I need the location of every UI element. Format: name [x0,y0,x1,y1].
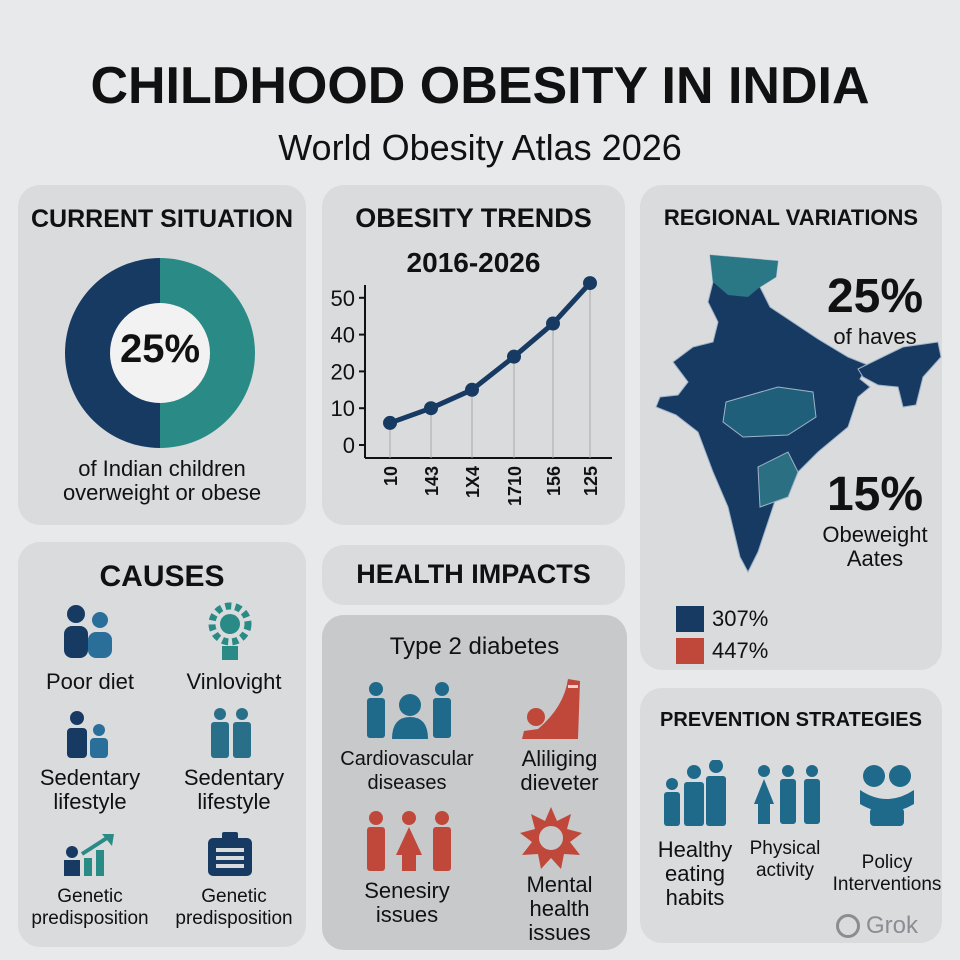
group-icon [754,765,820,824]
donut-hole [110,303,210,403]
legend-swatch-red [676,638,704,664]
cause-label: Genetic predisposition [175,886,293,929]
cause-label: Vinlovight [186,669,282,694]
regional-heading: REGIONAL VARIATIONS [663,205,919,230]
stat1-value: 25% [826,270,924,323]
prevention-card: PREVENTION STRATEGIES Healthy eating habit… [640,688,942,943]
stat2-label: Obeweight Aates [822,522,928,571]
prevention-label: Healthy eating habits [657,837,733,910]
family-icon [67,711,108,758]
cause-label: Poor diet [45,669,135,694]
trends-heading: OBESITY TRENDS [355,203,592,233]
legend-label: 307% [712,606,769,631]
cause-label: Genetic predisposition [31,886,149,929]
prevention-heading: PREVENTION STRATEGIES [660,709,922,731]
cause-label: Sedentary lifestyle [39,765,141,814]
clipboard-icon [208,832,252,876]
legend-swatch-navy [676,606,704,632]
gear-icon [208,602,252,660]
family-icon [664,760,726,826]
pair-icon [211,708,251,758]
current-situation-card: CURRENT SITUATION 25% of Indian children… [18,185,306,525]
stat2-value: 15% [826,468,924,521]
health-impacts-card: Type 2 diabetes Cardiovascular diseases A… [322,615,627,950]
trends-years: 2016-2026 [406,247,541,278]
support-icon [860,765,914,826]
current-caption: of Indian children overweight or obese [62,456,262,505]
regional-card: REGIONAL VARIATIONS 25% of haves 15% Obe… [640,185,942,670]
prevention-label: Physical activity [749,838,821,881]
people-icon [64,605,112,658]
page-title: CHILDHOOD OBESITY IN INDIA [90,57,870,115]
map-northeast [857,341,942,408]
page-subtitle: World Obesity Atlas 2026 [278,127,682,168]
india-map [655,254,942,574]
causes-card: CAUSES Poor diet Vinlovight Sedentary lif… [18,542,306,947]
cause-label: Sedentary lifestyle [183,765,285,814]
map-south-region [757,451,799,508]
group-icon [367,682,451,739]
donut-chart [65,258,255,448]
stat1-label: of haves [833,324,917,349]
growth-chart-icon [64,834,114,876]
map-central-region [722,386,817,438]
health-top-item: Type 2 diabetes [389,633,560,660]
health-heading-pill: HEALTH IMPACTS [322,545,625,605]
current-percent: 25% [119,327,201,371]
grok-logo-icon [836,914,860,938]
current-situation-heading: CURRENT SITUATION [30,205,294,233]
watermark: Grok [836,912,918,940]
legend-label: 447% [712,638,769,663]
health-heading: HEALTH IMPACTS [356,559,591,589]
health-label: Mental health issues [526,872,593,945]
map-legend: 307% 447% [676,603,796,667]
map-north-region [710,255,778,297]
health-label: Senesiry issues [364,878,450,927]
people-icon [367,811,451,871]
watermark-text: Grok [866,912,919,939]
prevention-label: Policy Interventions [832,852,942,895]
legend-item: 447% [676,635,796,667]
legend-item: 307% [676,603,796,635]
health-label: Aliliging dieveter [520,746,599,795]
health-label: Cardiovascular diseases [340,748,474,794]
sun-icon [520,807,582,869]
trends-card: OBESITY TRENDS 2016-2026 [322,185,625,525]
seat-icon [522,679,580,739]
causes-heading: CAUSES [99,560,225,593]
